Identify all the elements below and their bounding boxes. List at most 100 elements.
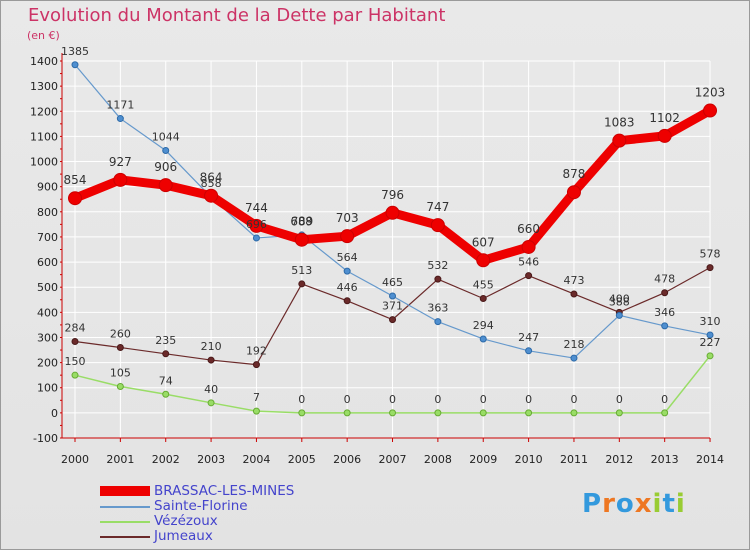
data-point-brassac xyxy=(521,239,536,254)
data-point-jumeaux xyxy=(389,316,397,324)
data-label-jumeaux: 546 xyxy=(518,256,539,269)
data-point-vezezoux xyxy=(162,390,170,398)
legend-label-jumeaux: Jumeaux xyxy=(154,528,213,544)
data-point-brassac xyxy=(249,218,264,233)
x-tick-label: 2008 xyxy=(424,453,452,466)
x-tick-label: 2006 xyxy=(333,453,361,466)
data-point-sainte-florine xyxy=(570,354,578,362)
y-tick-label: 300 xyxy=(37,331,58,344)
data-label-vezezoux: 0 xyxy=(344,393,351,406)
x-tick-label: 2013 xyxy=(651,453,679,466)
data-label-vezezoux: 0 xyxy=(570,393,577,406)
logo-letter: t xyxy=(662,489,676,519)
data-label-sainte-florine: 388 xyxy=(609,295,630,308)
data-point-sainte-florine xyxy=(252,234,260,242)
logo-letter: P xyxy=(582,489,603,519)
data-label-brassac: 660 xyxy=(517,222,540,236)
data-point-jumeaux xyxy=(661,289,669,297)
x-tick-label: 2014 xyxy=(696,453,724,466)
legend-label-sainte-florine: Sainte-Florine xyxy=(154,498,248,514)
data-point-jumeaux xyxy=(343,297,351,305)
data-point-brassac xyxy=(476,253,491,268)
data-label-brassac: 703 xyxy=(336,211,359,225)
data-point-sainte-florine xyxy=(434,318,442,326)
data-point-vezezoux xyxy=(71,371,79,379)
data-point-jumeaux xyxy=(570,290,578,298)
data-label-vezezoux: 0 xyxy=(434,393,441,406)
data-label-vezezoux: 0 xyxy=(389,393,396,406)
data-label-sainte-florine: 363 xyxy=(427,302,448,315)
data-point-vezezoux xyxy=(116,382,124,390)
data-point-brassac xyxy=(657,128,672,143)
data-label-sainte-florine: 310 xyxy=(700,315,721,328)
data-point-jumeaux xyxy=(479,295,487,303)
legend-label-brassac: BRASSAC-LES-MINES xyxy=(154,483,295,499)
data-label-jumeaux: 400 xyxy=(609,292,630,305)
data-point-jumeaux xyxy=(525,272,533,280)
x-tick-label: 2010 xyxy=(515,453,543,466)
data-label-jumeaux: 192 xyxy=(246,345,267,358)
data-label-brassac: 1203 xyxy=(695,86,726,100)
data-point-jumeaux xyxy=(298,280,306,288)
data-label-jumeaux: 478 xyxy=(654,273,675,286)
data-label-vezezoux: 0 xyxy=(525,393,532,406)
legend-swatch-vezezoux xyxy=(100,521,150,523)
data-label-jumeaux: 513 xyxy=(291,264,312,277)
data-label-vezezoux: 0 xyxy=(480,393,487,406)
data-label-sainte-florine: 247 xyxy=(518,331,539,344)
data-label-sainte-florine: 465 xyxy=(382,276,403,289)
data-label-brassac: 607 xyxy=(472,235,495,249)
data-point-brassac xyxy=(703,103,718,118)
data-point-brassac xyxy=(612,133,627,148)
data-point-sainte-florine xyxy=(116,115,124,123)
data-point-brassac xyxy=(340,229,355,244)
data-label-brassac: 1102 xyxy=(649,111,680,125)
data-label-vezezoux: 0 xyxy=(661,393,668,406)
x-tick-label: 2007 xyxy=(379,453,407,466)
data-label-brassac: 878 xyxy=(563,167,586,181)
x-tick-label: 2009 xyxy=(469,453,497,466)
logo-letter: i xyxy=(652,489,663,519)
data-label-sainte-florine: 1385 xyxy=(61,45,89,58)
data-point-jumeaux xyxy=(706,264,714,272)
y-tick-label: 400 xyxy=(37,306,58,319)
x-tick-label: 2012 xyxy=(605,453,633,466)
data-label-sainte-florine: 218 xyxy=(563,338,584,351)
y-tick-label: 1100 xyxy=(30,130,58,143)
data-label-jumeaux: 446 xyxy=(337,281,358,294)
y-tick-label: 1400 xyxy=(30,55,58,68)
y-tick-label: 100 xyxy=(37,382,58,395)
data-label-jumeaux: 235 xyxy=(155,334,176,347)
x-tick-label: 2003 xyxy=(197,453,225,466)
data-point-sainte-florine xyxy=(479,335,487,343)
data-label-brassac: 927 xyxy=(109,155,132,169)
data-point-jumeaux xyxy=(71,337,79,345)
data-label-brassac: 854 xyxy=(64,173,87,187)
data-label-vezezoux: 150 xyxy=(65,355,86,368)
x-tick-label: 2002 xyxy=(152,453,180,466)
y-tick-label: -100 xyxy=(33,432,58,445)
y-axis-unit-label: (en €) xyxy=(27,29,60,42)
data-label-sainte-florine: 696 xyxy=(246,218,267,231)
legend-swatch-sainte-florine xyxy=(100,506,150,508)
data-label-jumeaux: 473 xyxy=(563,274,584,287)
data-point-jumeaux xyxy=(207,356,215,364)
data-point-jumeaux xyxy=(162,350,170,358)
data-label-jumeaux: 371 xyxy=(382,300,403,313)
data-label-jumeaux: 260 xyxy=(110,328,131,341)
data-point-jumeaux xyxy=(434,275,442,283)
data-label-sainte-florine: 346 xyxy=(654,306,675,319)
data-point-vezezoux xyxy=(434,409,442,417)
data-label-jumeaux: 455 xyxy=(473,279,494,292)
data-label-sainte-florine: 294 xyxy=(473,319,494,332)
data-point-sainte-florine xyxy=(343,267,351,275)
data-label-sainte-florine: 1171 xyxy=(106,99,134,112)
data-point-vezezoux xyxy=(389,409,397,417)
legend-swatch-brassac xyxy=(100,486,150,496)
data-point-vezezoux xyxy=(207,399,215,407)
y-tick-label: 500 xyxy=(37,281,58,294)
data-label-vezezoux: 227 xyxy=(700,336,721,349)
data-point-vezezoux xyxy=(252,407,260,415)
data-label-vezezoux: 74 xyxy=(159,374,173,387)
